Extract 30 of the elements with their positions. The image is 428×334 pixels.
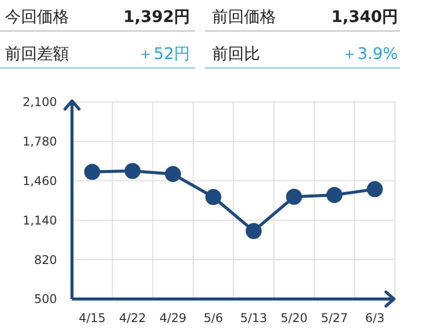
point bbox=[366, 181, 383, 198]
x-tick-label: 4/15 bbox=[78, 311, 106, 325]
point bbox=[286, 188, 302, 205]
x-tick-label: 5/13 bbox=[240, 311, 268, 325]
text: 1,392円 bbox=[123, 7, 190, 26]
y-tick-label: 1,780 bbox=[22, 134, 57, 149]
x-tick-label: 6/3 bbox=[365, 311, 384, 325]
y-tick-label: 2,100 bbox=[22, 95, 57, 110]
x-tick-label: 4/29 bbox=[159, 311, 186, 325]
point bbox=[246, 223, 262, 240]
point bbox=[124, 162, 141, 179]
y-tick-label: 820 bbox=[34, 252, 57, 267]
x-tick-label: 5/20 bbox=[280, 311, 308, 325]
point bbox=[164, 166, 181, 182]
text: 今回価格 bbox=[5, 7, 69, 26]
y-tick-label: 1,140 bbox=[22, 213, 57, 228]
x-tick-label: 5/27 bbox=[320, 311, 348, 325]
point bbox=[205, 189, 222, 206]
text: 前回差額 bbox=[5, 44, 69, 63]
text: 1,340円 bbox=[331, 7, 398, 26]
x-tick-label: 4/22 bbox=[119, 311, 146, 325]
text: ＋3.9% bbox=[341, 44, 398, 63]
x-tick-label: 5/6 bbox=[204, 311, 223, 325]
text: 前回比 bbox=[212, 44, 260, 63]
text: 前回価格 bbox=[212, 7, 276, 26]
text: ＋52円 bbox=[138, 44, 190, 63]
y-tick-label: 1,460 bbox=[22, 174, 57, 188]
point bbox=[84, 164, 100, 180]
point bbox=[326, 186, 342, 203]
y-tick-label: 500 bbox=[34, 292, 57, 306]
